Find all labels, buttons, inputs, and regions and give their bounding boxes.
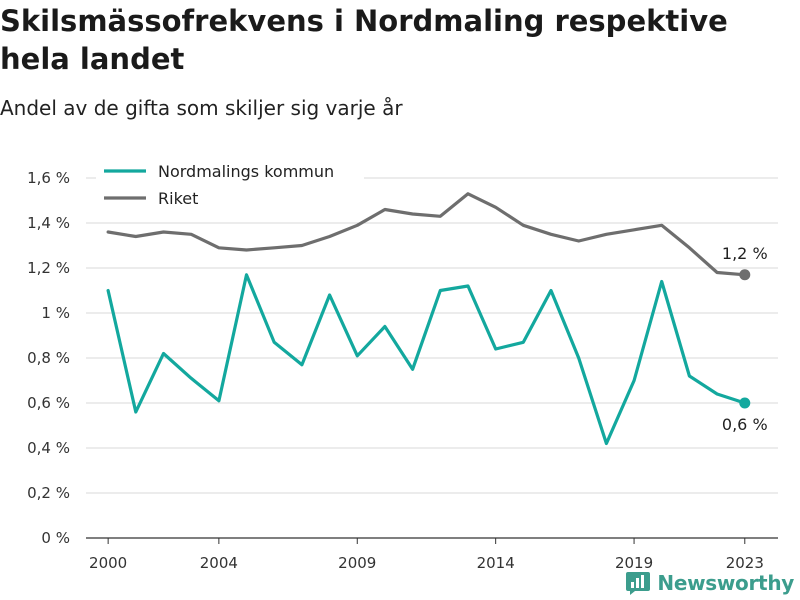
x-axis: 2000 2004 2009 2014 2019 2023	[89, 538, 764, 572]
newsworthy-logo-icon	[626, 572, 651, 595]
chart-subtitle: Andel av de gifta som skiljer sig varje …	[0, 96, 403, 120]
legend-label: Riket	[158, 189, 198, 208]
chart-title: Skilsmässofrekvens i Nordmaling respekti…	[0, 4, 728, 76]
gridlines	[86, 177, 778, 539]
series-line-riket	[106, 192, 747, 277]
y-tick-label: 1,6 %	[27, 169, 70, 187]
x-tick-label: 2009	[338, 554, 376, 572]
y-tick-label: 0,4 %	[27, 439, 70, 457]
y-tick-label: 0,6 %	[27, 394, 70, 412]
x-tick-label: 2004	[200, 554, 238, 572]
x-tick-label: 2000	[89, 554, 127, 572]
x-tick-label: 2023	[726, 554, 764, 572]
x-tick-label: 2014	[477, 554, 515, 572]
x-tick-label: 2019	[615, 554, 653, 572]
series-end-point	[739, 269, 751, 281]
y-tick-label: 1 %	[41, 304, 70, 322]
y-tick-label: 1,2 %	[27, 259, 70, 277]
brand-logo: Newsworthy	[625, 568, 794, 598]
series-end-label: 1,2 %	[722, 244, 768, 263]
y-tick-label: 0 %	[41, 529, 70, 547]
y-tick-label: 0,8 %	[27, 349, 70, 367]
y-tick-label: 0,2 %	[27, 484, 70, 502]
brand-name: Newsworthy	[657, 571, 794, 595]
legend-label: Nordmalings kommun	[158, 162, 334, 181]
y-tick-label: 1,4 %	[27, 214, 70, 232]
y-axis-ticks: 0 % 0,2 % 0,4 % 0,6 % 0,8 % 1 % 1,2 % 1,4 % 1,6 …	[27, 169, 70, 547]
series-line-nordmaling	[106, 273, 747, 446]
legend: Nordmalings kommun Riket	[96, 158, 364, 214]
series-end-point	[739, 397, 751, 409]
legend-background	[96, 158, 364, 214]
series-lines: 0,6 % 1,2 %	[106, 192, 768, 446]
series-end-label: 0,6 %	[722, 415, 768, 434]
